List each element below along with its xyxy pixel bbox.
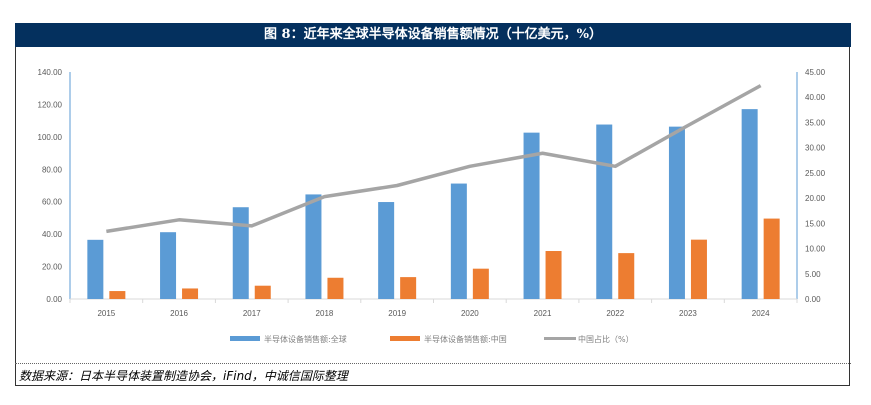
- left-tick-label: 120.00: [38, 100, 63, 109]
- bar-china: [109, 291, 126, 299]
- bar-global: [232, 207, 249, 299]
- figure-title: 图 8：近年来全球半导体设备销售额情况（十亿美元，%）: [15, 23, 851, 47]
- bar-global: [305, 194, 322, 299]
- bar-china: [618, 253, 635, 299]
- line-china-share: [106, 84, 762, 234]
- bar-global: [596, 124, 613, 299]
- x-tick-label: 2019: [388, 309, 406, 318]
- left-tick-label: 60.00: [42, 198, 63, 207]
- right-tick-label: 45.00: [805, 68, 826, 77]
- x-tick-label: 2024: [752, 309, 770, 318]
- left-tick-label: 100.00: [38, 133, 63, 142]
- right-tick-label: 25.00: [805, 169, 826, 178]
- right-tick-label: 20.00: [805, 194, 826, 203]
- bar-global: [668, 126, 685, 299]
- left-tick-label: 20.00: [42, 263, 63, 272]
- x-tick-label: 2021: [534, 309, 552, 318]
- legend-label: 半导体设备销售额:中国: [424, 334, 507, 344]
- right-tick-label: 40.00: [805, 93, 826, 102]
- x-tick-label: 2015: [97, 309, 115, 318]
- x-tick-label: 2018: [316, 309, 334, 318]
- legend-swatch: [230, 336, 260, 341]
- bar-china: [763, 218, 780, 299]
- left-tick-label: 80.00: [42, 165, 63, 174]
- bar-china: [472, 268, 489, 299]
- right-tick-label: 0.00: [805, 295, 821, 304]
- legend-label: 半导体设备销售额:全球: [264, 334, 347, 344]
- legend-swatch: [390, 336, 420, 341]
- source-note: 数据来源：日本半导体装置制造协会，iFind，中诚信国际整理: [19, 369, 348, 383]
- legend-label: 中国占比（%）: [578, 334, 634, 344]
- bar-china: [327, 277, 344, 299]
- left-tick-label: 40.00: [42, 230, 63, 239]
- bar-global: [87, 239, 104, 299]
- bar-china: [545, 251, 562, 299]
- divider: [15, 363, 851, 364]
- bar-global: [378, 202, 395, 299]
- bar-china: [182, 288, 199, 299]
- bar-china: [400, 277, 417, 299]
- bar-global: [741, 109, 758, 300]
- bar-china: [254, 285, 271, 299]
- left-tick-label: 0.00: [46, 295, 62, 304]
- right-tick-label: 30.00: [805, 144, 826, 153]
- bar-global: [160, 232, 177, 299]
- left-tick-label: 140.00: [38, 68, 63, 77]
- right-tick-label: 35.00: [805, 118, 826, 127]
- figure-frame: [15, 23, 850, 386]
- right-tick-label: 5.00: [805, 270, 821, 279]
- right-tick-label: 15.00: [805, 219, 826, 228]
- x-tick-label: 2020: [461, 309, 479, 318]
- bar-global: [523, 132, 540, 299]
- x-tick-label: 2023: [679, 309, 697, 318]
- x-tick-label: 2017: [243, 309, 261, 318]
- bar-global: [450, 183, 467, 299]
- bar-china: [690, 239, 707, 299]
- right-tick-label: 10.00: [805, 245, 826, 254]
- x-tick-label: 2016: [170, 309, 188, 318]
- x-tick-label: 2022: [606, 309, 624, 318]
